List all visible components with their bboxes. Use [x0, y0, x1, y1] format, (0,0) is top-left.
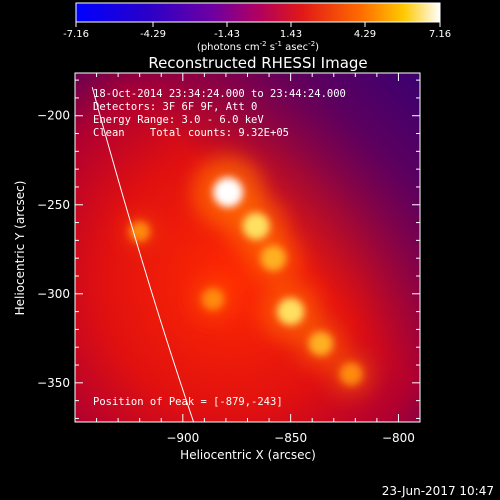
- y-axis-label: Heliocentric Y (arcsec): [13, 181, 27, 316]
- info-line-4: Clean Total counts: 9.32E+05: [93, 127, 289, 139]
- colorbar-tick-label-0: -7.16: [63, 29, 89, 40]
- colorbar-ticks: [75, 22, 441, 27]
- source-4: [308, 331, 334, 356]
- colorbar: [75, 2, 441, 23]
- x-tick-label-1: −850: [274, 431, 307, 445]
- solar-limb: [91, 87, 195, 422]
- info-line-3: Energy Range: 3.0 - 6.0 keV: [93, 114, 264, 126]
- source-5: [339, 362, 363, 386]
- source-6: [201, 287, 225, 311]
- axis-ticks: [75, 73, 421, 422]
- source-1: [242, 212, 270, 240]
- colorbar-tick-label-5: 7.16: [429, 29, 451, 40]
- source-2: [260, 245, 287, 271]
- peak-position-label: Position of Peak = [-879,-243]: [93, 396, 283, 408]
- source-0: [213, 177, 244, 208]
- source-7: [129, 221, 151, 242]
- y-tick-label-2: −300: [37, 287, 70, 301]
- source-3: [277, 298, 305, 326]
- colorbar-units: (photons cm-2 s-1 asec-2): [197, 40, 319, 53]
- x-tick-label-2: −800: [382, 431, 415, 445]
- y-tick-label-3: −350: [37, 376, 70, 390]
- x-axis-label: Heliocentric X (arcsec): [180, 448, 316, 462]
- y-tick-label-1: −250: [37, 198, 70, 212]
- footer-date: 23-Jun-2017 10:47: [382, 484, 494, 498]
- colorbar-tick-label-1: -4.29: [140, 29, 166, 40]
- info-line-2: Detectors: 3F 6F 9F, Att 0: [93, 101, 258, 113]
- heatmap-image: [75, 73, 420, 422]
- x-tick-label-0: −900: [166, 431, 199, 445]
- colorbar-tick-label-4: 4.29: [354, 29, 376, 40]
- chart-title: Reconstructed RHESSI Image: [148, 54, 367, 72]
- info-line-1: 18-Oct-2014 23:34:24.000 to 23:44:24.000: [93, 88, 346, 100]
- colorbar-tick-label-3: 1.43: [280, 29, 302, 40]
- y-tick-label-0: −200: [37, 109, 70, 123]
- colorbar-tick-label-2: -1.43: [214, 29, 240, 40]
